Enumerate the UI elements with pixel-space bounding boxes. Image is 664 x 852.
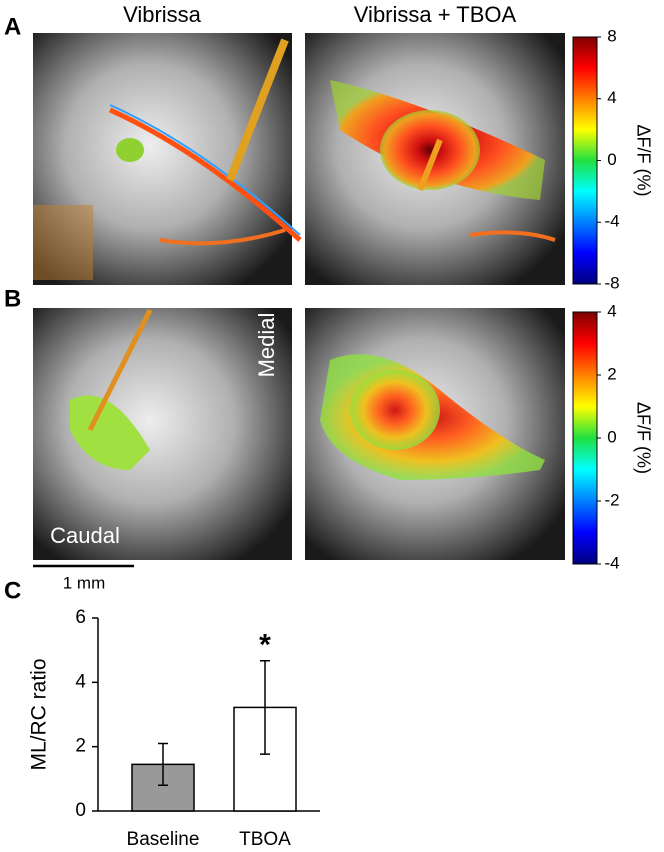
- y-tick-label: 2: [75, 736, 86, 757]
- y-tick-label: 0: [75, 800, 86, 821]
- image-b-left: Medial Caudal: [33, 308, 292, 560]
- colorbar: [572, 36, 598, 285]
- colorbar-tick-label: 4: [607, 88, 616, 107]
- y-tick-label: 6: [75, 607, 86, 628]
- image-b-right: [305, 308, 565, 560]
- panel-label: B: [4, 285, 21, 312]
- panel-label: C: [4, 577, 21, 604]
- colorbar-tick-label: -2: [604, 490, 619, 509]
- colorbar-tick-label: -4: [604, 553, 619, 572]
- x-tick-label: TBOA: [239, 829, 291, 850]
- colorbar-tick-label: 0: [607, 150, 616, 169]
- error-bar: [158, 742, 168, 787]
- panel-label: A: [4, 13, 21, 40]
- colorbar-tick-label: 2: [607, 364, 616, 383]
- colorbar: [572, 311, 598, 565]
- colorbar-tick-label: -4: [604, 212, 619, 231]
- column-title: Vibrissa: [123, 2, 202, 27]
- y-axis-label: ML/RC ratio: [28, 658, 51, 770]
- colorbar-label: ΔF/F (%): [633, 124, 653, 196]
- colorbar-tick-label: 4: [607, 301, 616, 320]
- x-tick-label: Baseline: [127, 829, 200, 850]
- significance-marker: *: [259, 629, 271, 662]
- colorbar-tick-label: -8: [604, 273, 619, 292]
- scale-bar-label: 1 mm: [63, 573, 106, 592]
- image-a-left: [33, 33, 302, 285]
- error-bar: [260, 660, 270, 755]
- column-title: Vibrissa + TBOA: [354, 2, 517, 27]
- orientation-label: Medial: [254, 313, 279, 378]
- colorbar-tick-label: 0: [607, 427, 616, 446]
- image-a-right: [305, 33, 565, 285]
- colorbar-tick-label: 8: [607, 26, 616, 45]
- y-tick-label: 4: [75, 671, 86, 692]
- orientation-label: Caudal: [50, 523, 120, 548]
- colorbar-label: ΔF/F (%): [633, 402, 653, 474]
